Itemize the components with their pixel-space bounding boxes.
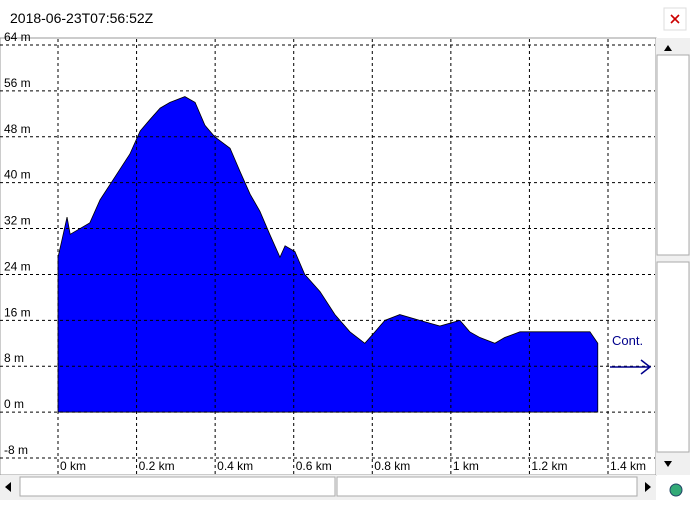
globe-icon[interactable] bbox=[669, 483, 683, 497]
y-tick-label: -8 m bbox=[4, 443, 28, 457]
elevation-area bbox=[57, 96, 599, 413]
x-tick-label: 1.4 km bbox=[610, 459, 646, 473]
continue-label: Cont. bbox=[612, 333, 643, 348]
y-tick-label: 8 m bbox=[4, 351, 24, 365]
x-tick-label: 0.6 km bbox=[296, 459, 332, 473]
window-title: 2018-06-23T07:56:52Z bbox=[10, 10, 154, 26]
y-tick-label: 48 m bbox=[4, 122, 31, 136]
x-tick-label: 0.8 km bbox=[374, 459, 410, 473]
y-tick-label: 40 m bbox=[4, 168, 31, 182]
y-tick-label: 24 m bbox=[4, 259, 31, 273]
y-tick-label: 64 m bbox=[4, 30, 31, 44]
horizontal-scrollbar[interactable] bbox=[0, 475, 656, 500]
x-tick-label: 0 km bbox=[60, 459, 86, 473]
close-button[interactable] bbox=[663, 7, 687, 31]
title-bar bbox=[0, 0, 690, 36]
vertical-scrollbar[interactable] bbox=[656, 38, 690, 475]
continue-arrow bbox=[610, 359, 652, 375]
x-tick-label: 1.2 km bbox=[531, 459, 567, 473]
y-tick-label: 0 m bbox=[4, 397, 24, 411]
x-tick-label: 0.2 km bbox=[139, 459, 175, 473]
x-tick-label: 0.4 km bbox=[217, 459, 253, 473]
y-tick-label: 56 m bbox=[4, 76, 31, 90]
y-tick-label: 16 m bbox=[4, 305, 31, 319]
y-tick-label: 32 m bbox=[4, 214, 31, 228]
x-tick-label: 1 km bbox=[453, 459, 479, 473]
